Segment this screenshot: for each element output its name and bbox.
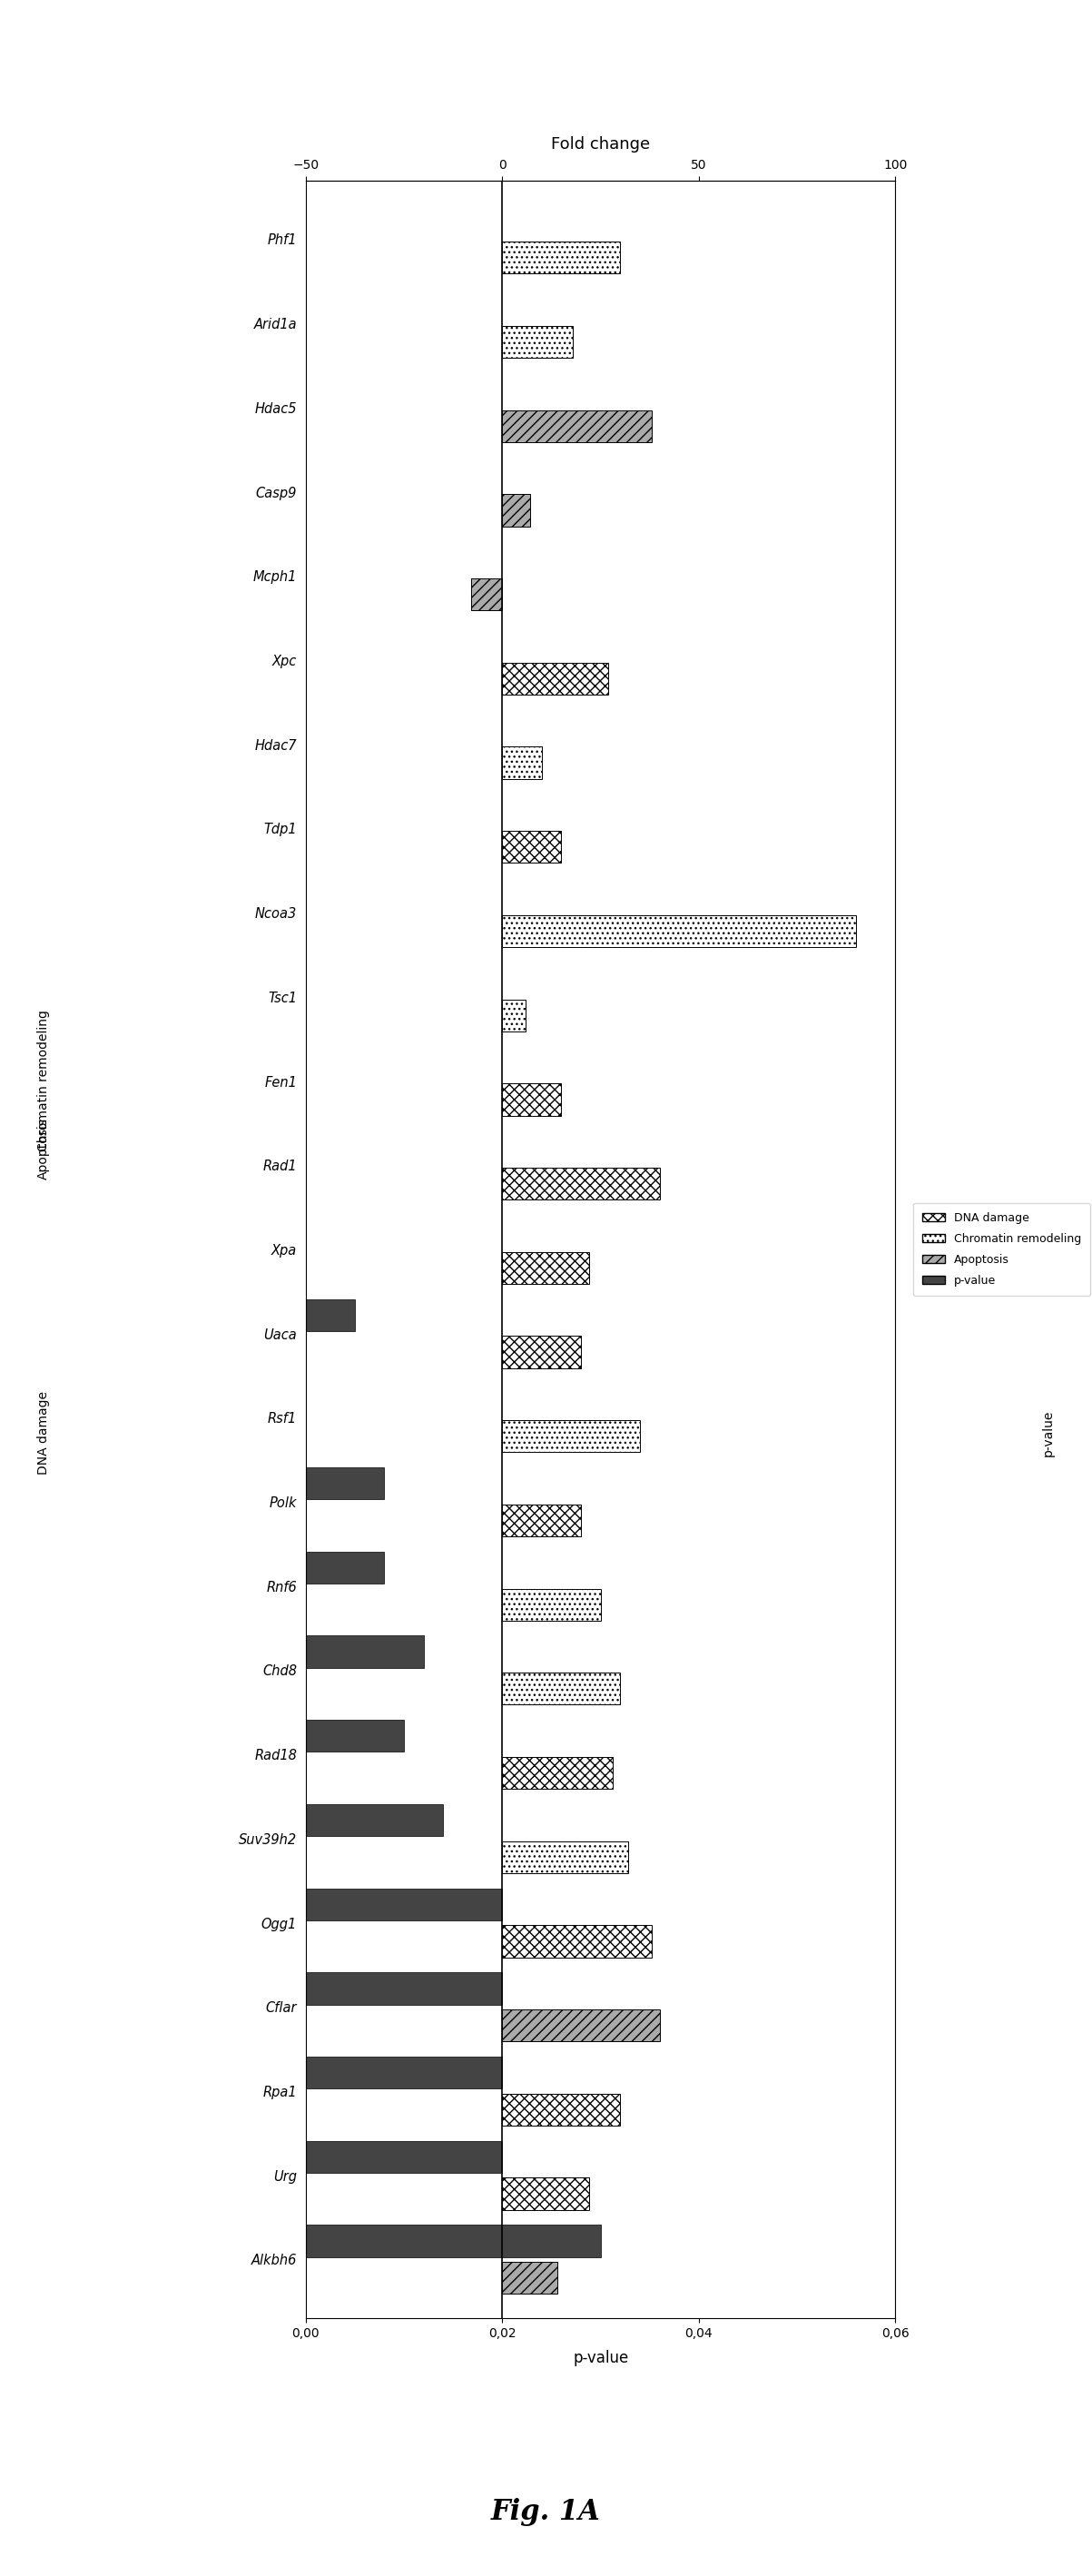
Bar — [168, 541, 306, 574]
Bar — [286, 1383, 306, 1414]
Bar — [502, 1924, 652, 1958]
Bar — [306, 1298, 355, 1332]
Bar — [502, 1504, 581, 1535]
Bar — [306, 1721, 404, 1752]
Bar — [502, 1252, 589, 1283]
Bar — [502, 1167, 660, 1200]
Bar — [188, 1046, 306, 1079]
Bar — [306, 1551, 384, 1584]
Legend: DNA damage, Chromatin remodeling, Apoptosis, p-value: DNA damage, Chromatin remodeling, Apopto… — [913, 1203, 1090, 1296]
Bar — [502, 1672, 620, 1705]
Bar — [502, 1419, 640, 1453]
X-axis label: Fold change: Fold change — [551, 137, 650, 152]
Bar — [257, 1216, 306, 1247]
Text: Fig. 1A: Fig. 1A — [491, 2499, 601, 2524]
Bar — [188, 459, 306, 489]
Text: p-value: p-value — [1042, 1409, 1055, 1455]
Bar — [502, 999, 526, 1030]
Bar — [139, 626, 306, 657]
Bar — [502, 327, 573, 358]
Bar — [139, 711, 306, 742]
Bar — [502, 410, 652, 443]
Bar — [502, 242, 620, 273]
Bar — [227, 878, 306, 909]
Bar — [306, 2141, 502, 2172]
Bar — [502, 2262, 557, 2295]
Bar — [306, 1803, 443, 1837]
Bar — [502, 914, 856, 948]
Bar — [286, 289, 306, 322]
Text: Apoptosis: Apoptosis — [37, 1118, 50, 1180]
Bar — [502, 2177, 589, 2210]
Bar — [306, 1888, 502, 1919]
Bar — [471, 580, 502, 611]
X-axis label: p-value: p-value — [573, 2349, 628, 2367]
Bar — [306, 1973, 502, 2004]
Bar — [502, 1084, 561, 1115]
Bar — [306, 2226, 601, 2257]
Bar — [207, 374, 306, 404]
Bar — [502, 495, 530, 526]
Bar — [502, 1589, 601, 1620]
Bar — [502, 1757, 613, 1788]
Bar — [257, 204, 306, 237]
Bar — [257, 1131, 306, 1162]
Bar — [502, 832, 561, 863]
Bar — [306, 1468, 384, 1499]
Bar — [502, 2009, 660, 2040]
Bar — [306, 2056, 502, 2089]
Bar — [502, 662, 608, 696]
Bar — [149, 963, 306, 994]
Bar — [502, 1842, 628, 1873]
Bar — [306, 1636, 424, 1667]
Text: DNA damage: DNA damage — [37, 1391, 50, 1476]
Bar — [502, 2094, 620, 2125]
Bar — [502, 1337, 581, 1368]
Text: Chromatin remodeling: Chromatin remodeling — [37, 1010, 50, 1151]
Bar — [139, 793, 306, 827]
Bar — [502, 747, 542, 778]
